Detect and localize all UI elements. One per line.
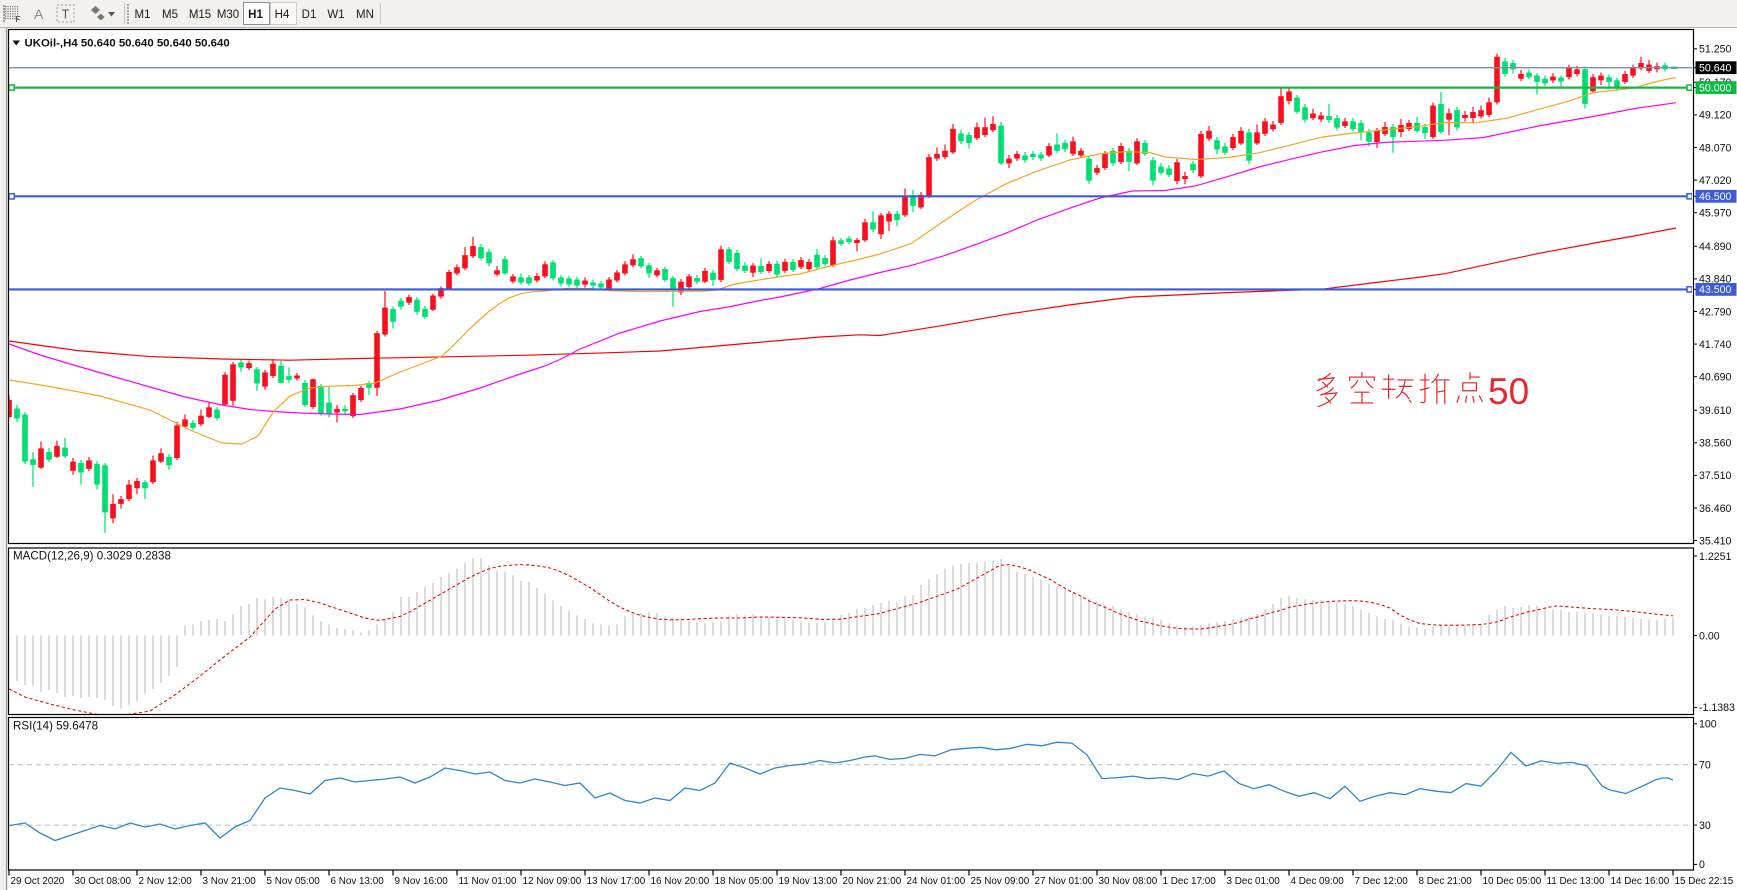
svg-text:39.610: 39.610: [1699, 405, 1732, 417]
svg-text:A: A: [34, 6, 44, 22]
svg-text:35.410: 35.410: [1699, 535, 1732, 547]
svg-text:2 Nov 12:00: 2 Nov 12:00: [139, 876, 193, 887]
svg-text:11 Dec 13:00: 11 Dec 13:00: [1547, 876, 1606, 887]
svg-text:43.500: 43.500: [1699, 284, 1732, 296]
svg-text:47.020: 47.020: [1699, 175, 1732, 187]
svg-text:H4: H4: [275, 9, 290, 21]
svg-text:27 Nov 01:00: 27 Nov 01:00: [1035, 876, 1094, 887]
svg-text:H1: H1: [248, 9, 263, 21]
svg-text:38.560: 38.560: [1699, 438, 1732, 450]
svg-text:16 Nov 20:00: 16 Nov 20:00: [651, 876, 710, 887]
svg-text:25 Nov 09:00: 25 Nov 09:00: [971, 876, 1030, 887]
svg-text:12 Nov 09:00: 12 Nov 09:00: [523, 876, 582, 887]
svg-text:14 Dec 16:00: 14 Dec 16:00: [1611, 876, 1670, 887]
svg-text:UKOil-,H4 50.640 50.640 50.64: UKOil-,H4 50.640 50.640 50.640 50.640: [25, 38, 230, 50]
svg-text:W1: W1: [327, 9, 344, 21]
svg-text:51.250: 51.250: [1699, 44, 1732, 56]
svg-text:M15: M15: [189, 9, 211, 21]
svg-text:9 Nov 16:00: 9 Nov 16:00: [395, 876, 449, 887]
svg-text:MACD(12,26,9) 0.3029 0.2838: MACD(12,26,9) 0.3029 0.2838: [13, 550, 171, 563]
svg-text:50: 50: [1488, 371, 1529, 412]
svg-text:37.510: 37.510: [1699, 470, 1732, 482]
svg-text:18 Nov 05:00: 18 Nov 05:00: [715, 876, 774, 887]
svg-text:D1: D1: [302, 9, 317, 21]
svg-text:24 Nov 01:00: 24 Nov 01:00: [907, 876, 966, 887]
svg-text:M30: M30: [217, 9, 239, 21]
svg-text:1 Dec 17:00: 1 Dec 17:00: [1163, 876, 1217, 887]
svg-text:8 Dec 21:00: 8 Dec 21:00: [1419, 876, 1473, 887]
svg-text:M1: M1: [135, 9, 151, 21]
svg-text:45.970: 45.970: [1699, 208, 1732, 220]
svg-text:30 Nov 08:00: 30 Nov 08:00: [1099, 876, 1158, 887]
svg-text:49.120: 49.120: [1699, 110, 1732, 122]
svg-text:20 Nov 21:00: 20 Nov 21:00: [843, 876, 902, 887]
svg-text:11 Nov 01:00: 11 Nov 01:00: [459, 876, 518, 887]
svg-text:6 Nov 13:00: 6 Nov 13:00: [331, 876, 385, 887]
svg-text:0: 0: [1699, 859, 1705, 871]
svg-text:F: F: [16, 14, 21, 24]
svg-text:4 Dec 09:00: 4 Dec 09:00: [1291, 876, 1345, 887]
svg-text:M5: M5: [162, 9, 178, 21]
svg-text:15 Dec 22:15: 15 Dec 22:15: [1675, 876, 1734, 887]
svg-text:41.740: 41.740: [1699, 339, 1732, 351]
svg-text:70: 70: [1699, 760, 1711, 772]
svg-text:36.460: 36.460: [1699, 503, 1732, 515]
svg-text:T: T: [62, 8, 70, 22]
svg-text:5 Nov 05:00: 5 Nov 05:00: [267, 876, 321, 887]
svg-text:13 Nov 17:00: 13 Nov 17:00: [587, 876, 646, 887]
svg-text:10 Dec 05:00: 10 Dec 05:00: [1483, 876, 1542, 887]
svg-text:44.890: 44.890: [1699, 241, 1732, 253]
svg-text:40.690: 40.690: [1699, 372, 1732, 384]
svg-text:-1.1383: -1.1383: [1699, 702, 1735, 714]
svg-text:46.500: 46.500: [1699, 191, 1732, 203]
svg-text:30 Oct 08:00: 30 Oct 08:00: [75, 876, 132, 887]
svg-text:7 Dec 12:00: 7 Dec 12:00: [1355, 876, 1409, 887]
svg-text:29 Oct 2020: 29 Oct 2020: [11, 876, 65, 887]
svg-text:RSI(14) 59.6478: RSI(14) 59.6478: [13, 720, 98, 733]
svg-text:3 Dec 01:00: 3 Dec 01:00: [1227, 876, 1281, 887]
svg-text:100: 100: [1699, 719, 1717, 731]
svg-text:30: 30: [1699, 820, 1711, 832]
svg-text:42.790: 42.790: [1699, 306, 1732, 318]
svg-text:1.2251: 1.2251: [1699, 551, 1732, 563]
svg-text:3 Nov 21:00: 3 Nov 21:00: [203, 876, 257, 887]
svg-text:MN: MN: [356, 9, 374, 21]
svg-text:50.000: 50.000: [1699, 82, 1732, 94]
svg-text:19 Nov 13:00: 19 Nov 13:00: [779, 876, 838, 887]
svg-text:43.840: 43.840: [1699, 274, 1732, 286]
svg-text:48.070: 48.070: [1699, 142, 1732, 154]
svg-text:0.00: 0.00: [1699, 630, 1720, 642]
svg-text:50.640: 50.640: [1699, 63, 1732, 75]
